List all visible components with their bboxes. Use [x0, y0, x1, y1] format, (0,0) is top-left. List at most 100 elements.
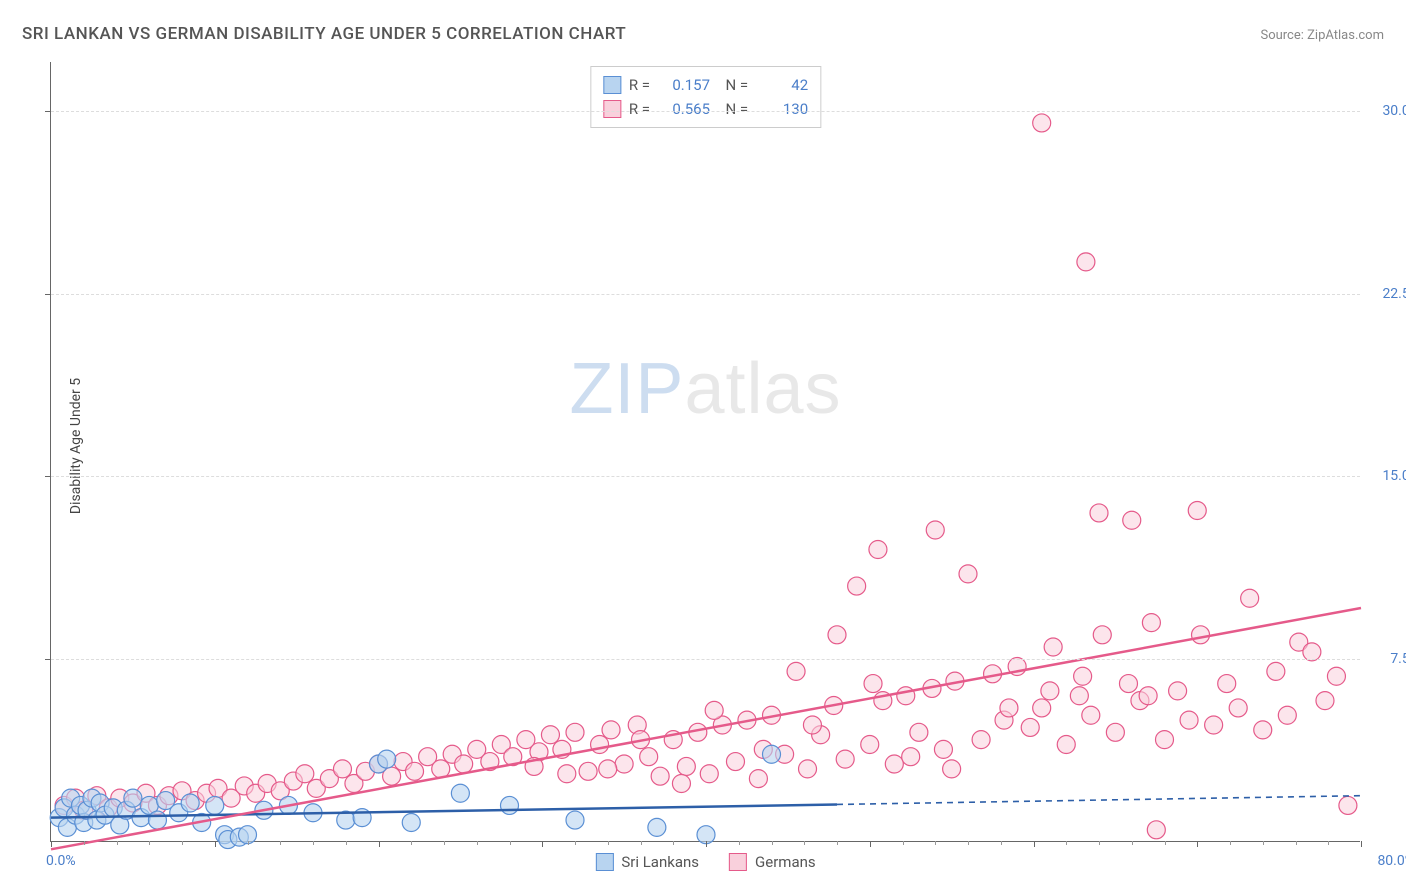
series-legend: Sri Lankans Germans — [595, 853, 815, 871]
legend-series-name: Sri Lankans — [621, 853, 699, 871]
x-tick-minor — [673, 841, 674, 845]
scatter-point-germans — [1147, 821, 1165, 839]
scatter-point-germans — [1142, 614, 1160, 632]
scatter-point-germans — [1192, 626, 1210, 644]
x-tick-minor — [641, 841, 642, 845]
legend-row-sri_lankans: R =0.157 N =42 — [603, 73, 808, 97]
x-tick-minor — [903, 841, 904, 845]
scatter-point-germans — [1241, 589, 1259, 607]
x-tick-minor — [608, 841, 609, 845]
scatter-point-sri_lankans — [402, 814, 420, 832]
legend-swatch-icon — [595, 853, 613, 871]
scatter-point-germans — [591, 736, 609, 754]
scatter-point-germans — [934, 740, 952, 758]
legend-swatch-icon — [603, 76, 621, 94]
scatter-point-germans — [848, 577, 866, 595]
scatter-point-germans — [972, 731, 990, 749]
scatter-point-germans — [910, 723, 928, 741]
scatter-point-sri_lankans — [206, 796, 224, 814]
x-tick-minor — [837, 841, 838, 845]
scatter-point-germans — [799, 760, 817, 778]
scatter-point-germans — [602, 721, 620, 739]
legend-n-label: N = — [718, 73, 748, 97]
correlation-legend: R =0.157 N =42R =0.565 N =130 — [590, 66, 821, 128]
scatter-svg — [51, 62, 1360, 841]
scatter-point-germans — [455, 755, 473, 773]
scatter-point-germans — [296, 765, 314, 783]
legend-swatch-icon — [603, 100, 621, 118]
trend-line-sri_lankans-dashed — [837, 796, 1361, 805]
source-attribution: Source: ZipAtlas.com — [1260, 28, 1384, 43]
scatter-point-germans — [926, 521, 944, 539]
x-tick-minor — [346, 841, 347, 845]
scatter-point-germans — [869, 541, 887, 559]
x-tick-minor — [117, 841, 118, 845]
scatter-point-germans — [1303, 643, 1321, 661]
scatter-point-germans — [885, 755, 903, 773]
legend-swatch-icon — [729, 853, 747, 871]
y-tick — [45, 659, 51, 660]
x-tick-minor — [1099, 841, 1100, 845]
gridline — [51, 476, 1360, 477]
scatter-point-germans — [579, 762, 597, 780]
chart-container: SRI LANKAN VS GERMAN DISABILITY AGE UNDE… — [0, 0, 1406, 892]
legend-r-label: R = — [629, 73, 650, 97]
scatter-point-germans — [1339, 796, 1357, 814]
scatter-point-sri_lankans — [451, 784, 469, 802]
y-tick-label: 7.5% — [1365, 651, 1406, 667]
legend-series-name: Germans — [755, 853, 816, 871]
y-tick-label: 22.5% — [1365, 286, 1406, 302]
scatter-point-sri_lankans — [648, 818, 666, 836]
scatter-point-germans — [1033, 699, 1051, 717]
legend-row-germans: R =0.565 N =130 — [603, 97, 808, 121]
x-tick-minor — [575, 841, 576, 845]
scatter-point-germans — [558, 765, 576, 783]
scatter-point-germans — [726, 753, 744, 771]
legend-item-sri_lankans: Sri Lankans — [595, 853, 699, 871]
x-tick — [1034, 841, 1035, 847]
scatter-point-germans — [1169, 682, 1187, 700]
x-tick — [379, 841, 380, 847]
legend-r-value: 0.565 — [658, 97, 710, 121]
y-tick — [45, 476, 51, 477]
scatter-point-germans — [959, 565, 977, 583]
scatter-point-germans — [1267, 662, 1285, 680]
y-tick-label: 30.0% — [1365, 103, 1406, 119]
trend-line-germans — [51, 608, 1361, 849]
scatter-point-germans — [1316, 692, 1334, 710]
scatter-point-germans — [651, 767, 669, 785]
scatter-point-germans — [1021, 718, 1039, 736]
x-tick-minor — [1165, 841, 1166, 845]
scatter-point-germans — [1077, 253, 1095, 271]
scatter-point-germans — [406, 762, 424, 780]
x-tick — [1197, 841, 1198, 847]
scatter-point-germans — [749, 770, 767, 788]
x-tick-minor — [444, 841, 445, 845]
scatter-point-germans — [1090, 504, 1108, 522]
scatter-point-germans — [1057, 736, 1075, 754]
scatter-point-germans — [640, 748, 658, 766]
scatter-point-germans — [861, 736, 879, 754]
legend-r-label: R = — [629, 97, 650, 121]
scatter-point-germans — [541, 726, 559, 744]
scatter-point-germans — [1093, 626, 1111, 644]
scatter-point-germans — [566, 723, 584, 741]
scatter-point-germans — [333, 760, 351, 778]
scatter-point-germans — [1180, 711, 1198, 729]
x-tick-minor — [313, 841, 314, 845]
scatter-point-germans — [1082, 706, 1100, 724]
x-tick-minor — [411, 841, 412, 845]
scatter-point-germans — [700, 765, 718, 783]
scatter-point-sri_lankans — [148, 811, 166, 829]
scatter-point-sri_lankans — [763, 745, 781, 763]
scatter-point-germans — [1254, 721, 1272, 739]
scatter-point-germans — [943, 760, 961, 778]
y-tick — [45, 294, 51, 295]
scatter-point-sri_lankans — [124, 789, 142, 807]
x-tick-minor — [1296, 841, 1297, 845]
scatter-point-germans — [1205, 716, 1223, 734]
scatter-point-germans — [1139, 687, 1157, 705]
scatter-point-sri_lankans — [501, 796, 519, 814]
x-tick-minor — [182, 841, 183, 845]
scatter-point-germans — [828, 626, 846, 644]
